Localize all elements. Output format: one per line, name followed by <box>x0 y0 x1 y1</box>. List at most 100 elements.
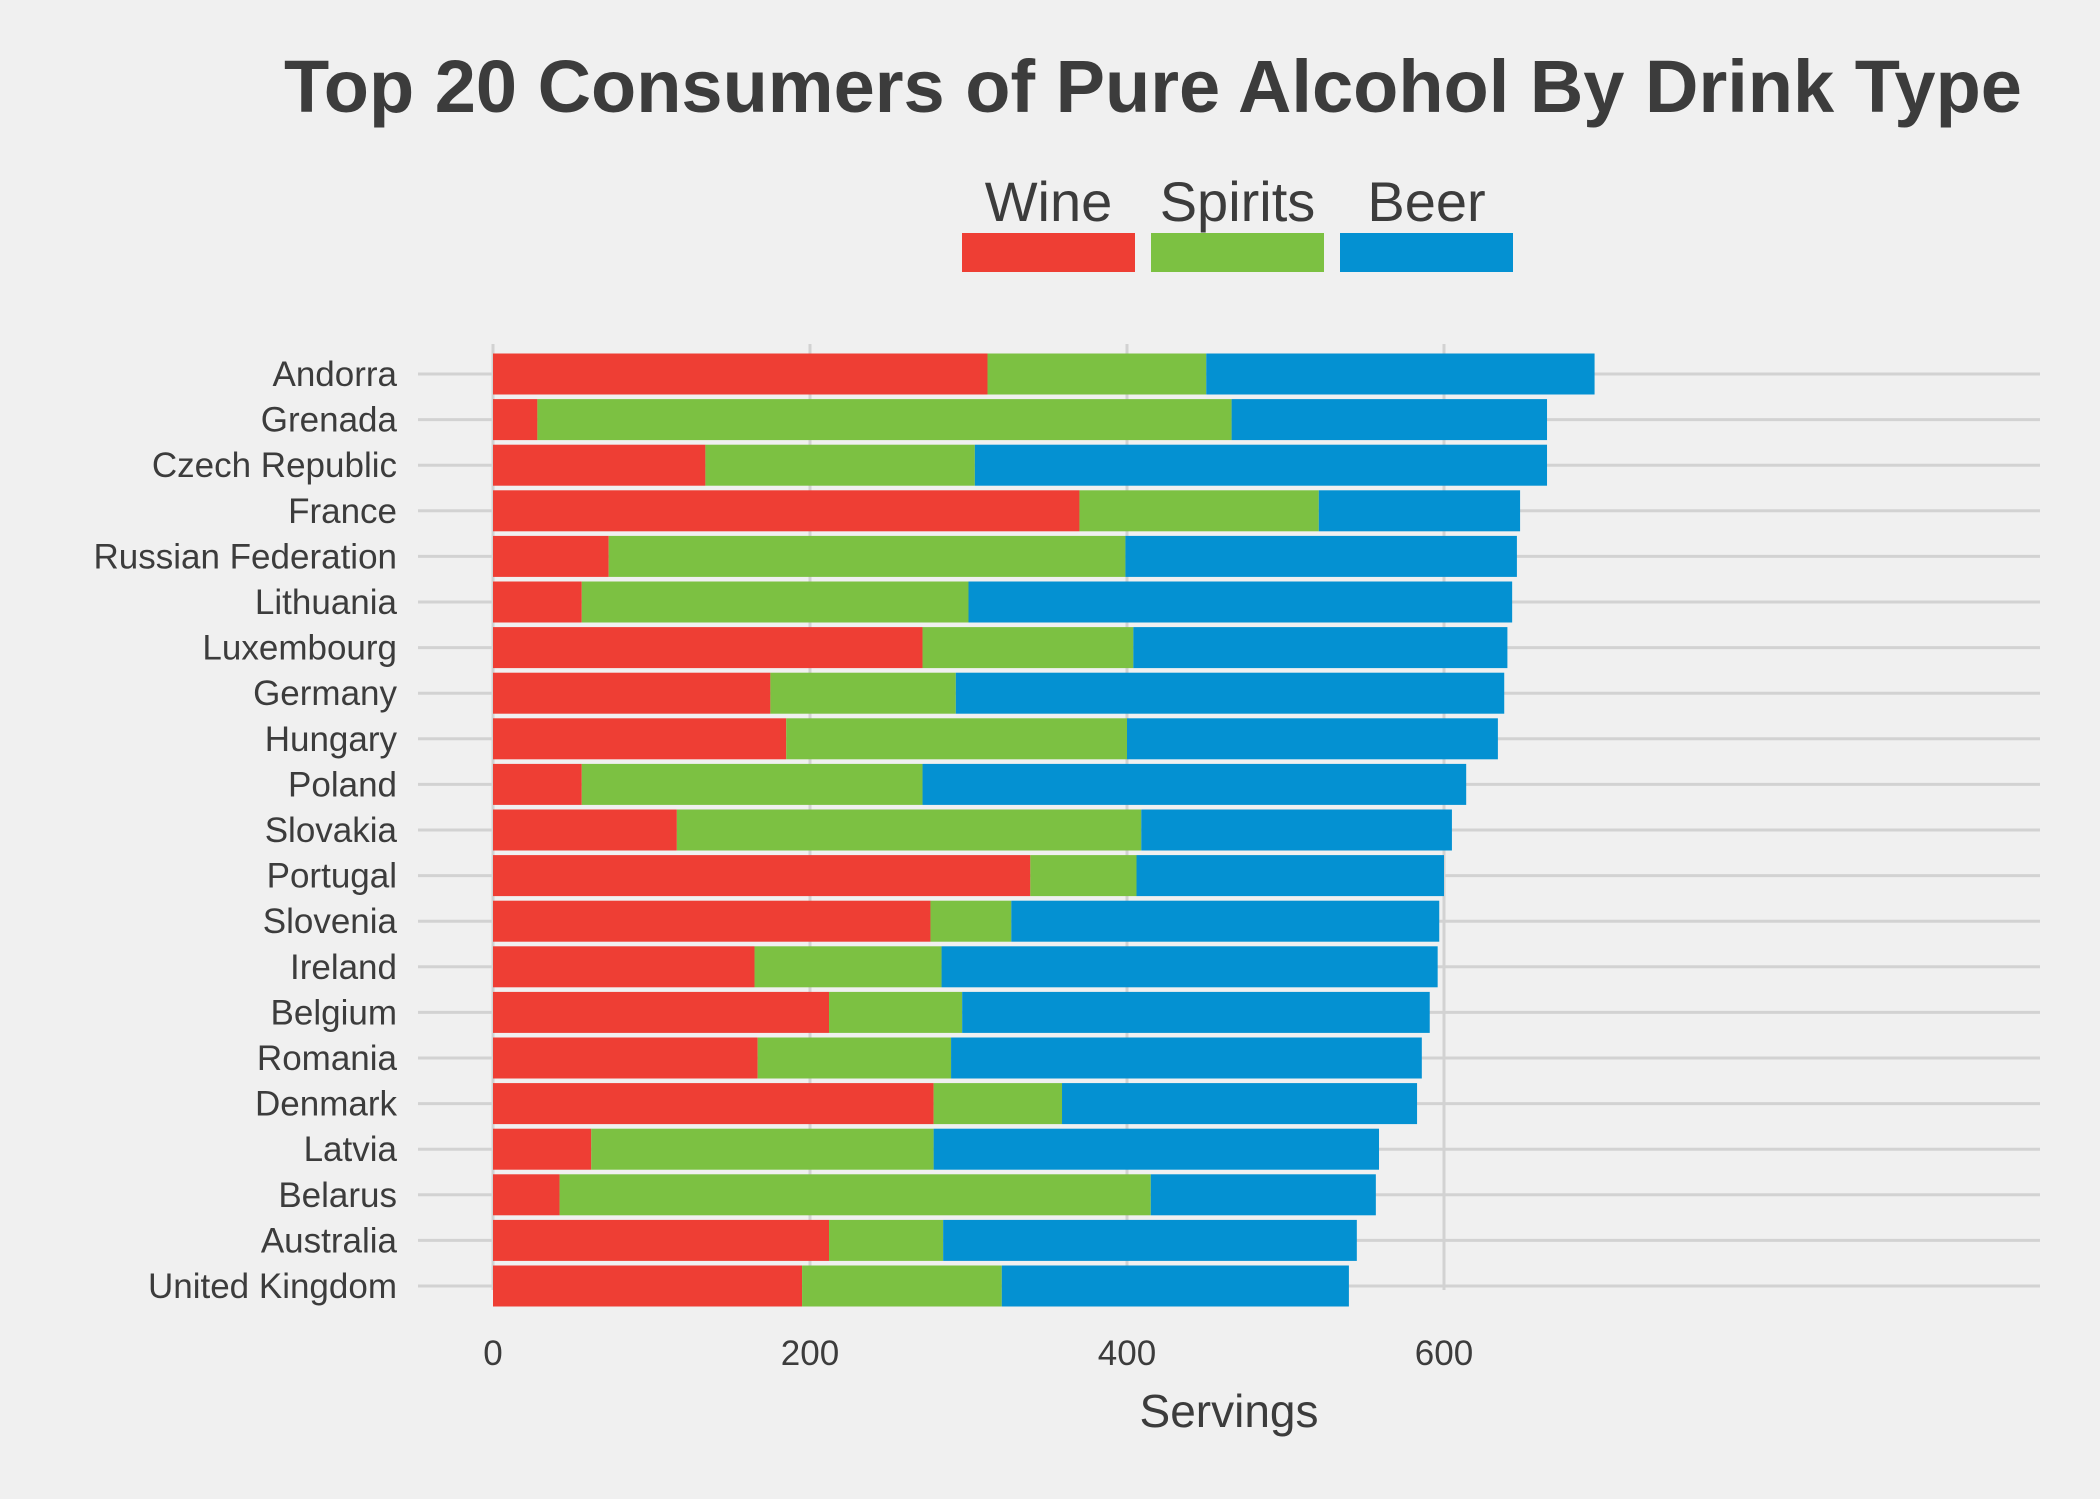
bar-beer <box>951 1037 1422 1079</box>
bar-wine <box>493 444 706 486</box>
bar-wine <box>493 763 582 805</box>
x-axis-title: Servings <box>1140 1385 1319 1437</box>
y-tick-label: Portugal <box>267 857 397 896</box>
bar-beer <box>943 1219 1357 1261</box>
bar-beer <box>968 581 1513 623</box>
bar-beer <box>1318 490 1521 532</box>
y-tick-label: Andorra <box>272 355 397 394</box>
bar-beer <box>1127 718 1498 760</box>
bar-beer <box>974 444 1548 486</box>
bar-spirits <box>829 1219 944 1261</box>
bar-beer <box>1125 535 1517 577</box>
y-tick-label: France <box>288 492 397 531</box>
bar-spirits <box>705 444 975 486</box>
bar-spirits <box>933 1083 1063 1125</box>
bars <box>493 353 1595 1307</box>
y-tick-label: Slovenia <box>263 902 398 941</box>
bar-beer <box>962 991 1430 1033</box>
bar-wine <box>493 855 1031 897</box>
y-tick-label: Belgium <box>271 993 397 1032</box>
bar-spirits <box>1079 490 1319 532</box>
bar-wine <box>493 991 830 1033</box>
bar-beer <box>941 946 1438 988</box>
bar-spirits <box>829 991 963 1033</box>
y-tick-label: Luxembourg <box>202 629 397 668</box>
bar-spirits <box>786 718 1127 760</box>
bar-beer <box>1231 399 1548 441</box>
legend-label-beer: Beer <box>1367 170 1485 233</box>
y-tick-label: Denmark <box>255 1085 397 1124</box>
bar-spirits <box>676 809 1142 851</box>
y-tick-label: Grenada <box>261 401 398 440</box>
y-tick-label: Ireland <box>290 948 397 987</box>
bar-spirits <box>559 1174 1151 1216</box>
bar-beer <box>1001 1265 1349 1307</box>
y-tick-label: Russian Federation <box>94 537 398 576</box>
bar-spirits <box>987 353 1207 395</box>
bar-spirits <box>802 1265 1002 1307</box>
x-tick-label: 0 <box>483 1334 502 1373</box>
x-tick-label: 200 <box>781 1334 839 1373</box>
bar-wine <box>493 399 538 441</box>
bar-spirits <box>930 900 1012 942</box>
y-tick-label: Lithuania <box>255 583 398 622</box>
bar-wine <box>493 490 1080 532</box>
bar-beer <box>1133 627 1508 669</box>
y-tick-label: Australia <box>261 1221 398 1260</box>
bar-wine <box>493 1265 803 1307</box>
x-tick-label: 400 <box>1098 1334 1156 1373</box>
y-tick-label: United Kingdom <box>148 1267 397 1306</box>
bar-spirits <box>757 1037 952 1079</box>
legend: Wine Spirits Beer <box>962 170 1513 272</box>
bar-wine <box>493 581 582 623</box>
bar-wine <box>493 1219 830 1261</box>
bar-beer <box>1136 855 1444 897</box>
bar-beer <box>933 1128 1380 1170</box>
y-tick-label: Belarus <box>278 1176 397 1215</box>
bar-wine <box>493 946 755 988</box>
bar-beer <box>1150 1174 1376 1216</box>
x-tick-label: 600 <box>1415 1334 1473 1373</box>
legend-swatch-spirits <box>1151 233 1324 272</box>
bar-wine <box>493 535 609 577</box>
bar-beer <box>1062 1083 1418 1125</box>
bar-wine <box>493 1174 560 1216</box>
bar-beer <box>1141 809 1452 851</box>
y-tick-label: Czech Republic <box>152 446 397 485</box>
y-tick-label: Romania <box>257 1039 398 1078</box>
bar-wine <box>493 1083 934 1125</box>
bar-wine <box>493 1128 592 1170</box>
y-tick-label: Poland <box>288 765 397 804</box>
bar-wine <box>493 900 931 942</box>
legend-swatch-wine <box>962 233 1135 272</box>
y-axis-labels: Andorra Grenada Czech Republic France Russia… <box>94 355 398 1306</box>
x-axis-tick-labels: 0 200 400 600 <box>483 1334 1473 1373</box>
y-tick-label: Latvia <box>304 1130 398 1169</box>
bar-spirits <box>754 946 942 988</box>
bar-spirits <box>591 1128 934 1170</box>
bar-wine <box>493 672 771 714</box>
bar-beer <box>1011 900 1440 942</box>
bar-spirits <box>608 535 1126 577</box>
y-tick-label: Slovakia <box>265 811 398 850</box>
bar-spirits <box>1030 855 1137 897</box>
bar-wine <box>493 353 988 395</box>
bar-wine <box>493 1037 758 1079</box>
bar-spirits <box>581 763 923 805</box>
bar-wine <box>493 809 677 851</box>
y-tick-label: Germany <box>253 674 397 713</box>
bar-beer <box>955 672 1505 714</box>
legend-swatch-beer <box>1340 233 1513 272</box>
legend-label-wine: Wine <box>985 170 1113 233</box>
bar-spirits <box>537 399 1232 441</box>
bar-wine <box>493 718 787 760</box>
bar-spirits <box>581 581 969 623</box>
bar-beer <box>922 763 1467 805</box>
y-tick-label: Hungary <box>265 720 398 759</box>
legend-label-spirits: Spirits <box>1160 170 1316 233</box>
bar-wine <box>493 627 923 669</box>
chart-title: Top 20 Consumers of Pure Alcohol By Drin… <box>284 45 2022 128</box>
bar-spirits <box>922 627 1134 669</box>
bar-beer <box>1206 353 1595 395</box>
